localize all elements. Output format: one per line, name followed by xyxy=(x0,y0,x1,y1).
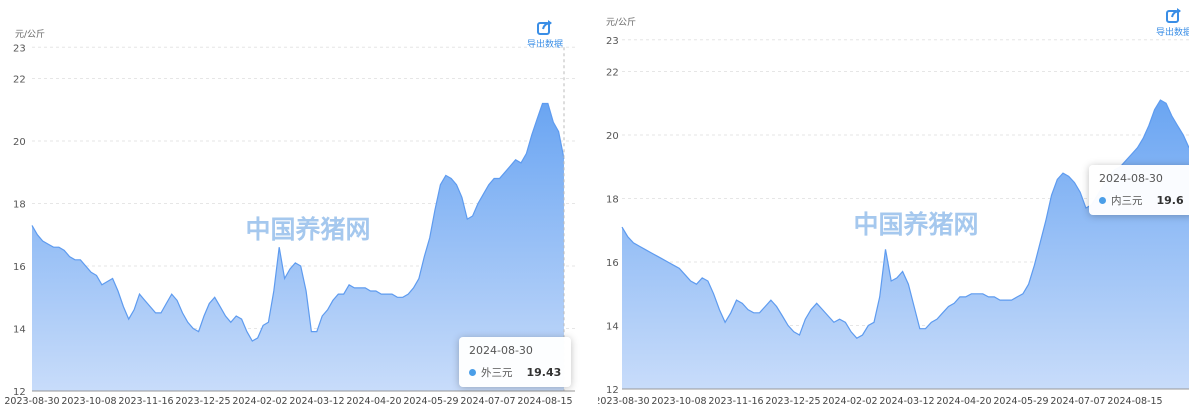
y-tick-label: 18 xyxy=(606,195,619,206)
y-tick-label: 22 xyxy=(606,68,619,79)
y-tick-label: 20 xyxy=(13,137,26,148)
x-tick-label: 2024-02-02 xyxy=(232,396,287,406)
x-tick-label: 2023-10-08 xyxy=(61,396,116,406)
x-tick-label: 2024-03-12 xyxy=(879,396,934,406)
x-tick-label: 2024-03-12 xyxy=(289,396,344,406)
x-tick-label: 2024-04-20 xyxy=(346,396,401,406)
series-marker-dot xyxy=(469,369,476,376)
x-tick-label: 2023-11-16 xyxy=(118,396,173,406)
tooltip-value: 19.43 xyxy=(526,366,562,379)
x-tick-label: 2023-08-30 xyxy=(598,396,650,406)
series-marker-dot xyxy=(1099,197,1106,204)
x-tick-label: 2023-10-08 xyxy=(651,396,706,406)
area-fill xyxy=(622,100,1189,389)
x-tick-label: 2024-04-20 xyxy=(936,396,991,406)
y-tick-label: 12 xyxy=(606,385,619,396)
x-tick-label: 2023-08-30 xyxy=(4,396,59,406)
y-tick-label: 14 xyxy=(13,325,26,336)
x-tick-label: 2024-08-15 xyxy=(517,396,572,406)
x-tick-label: 2023-11-16 xyxy=(708,396,763,406)
x-tick-label: 2024-08-15 xyxy=(1107,396,1162,406)
series-line xyxy=(31,102,565,342)
share-export-icon xyxy=(537,20,552,35)
y-tick-label: 14 xyxy=(606,322,619,333)
y-tick-label: 23 xyxy=(13,43,26,54)
tooltip-series-name: 内三元 xyxy=(1111,195,1143,207)
tooltip: 2024-08-30 内三元 19.6 xyxy=(1089,165,1189,215)
x-tick-label: 2023-12-25 xyxy=(175,396,230,406)
x-tick-label: 2024-05-29 xyxy=(403,396,458,406)
export-data-label: 导出数据 xyxy=(1155,28,1189,38)
y-tick-label: 18 xyxy=(13,200,26,211)
x-tick-label: 2024-02-02 xyxy=(822,396,877,406)
export-data-button[interactable]: 导出数据 xyxy=(1151,6,1189,38)
x-tick-label: 2024-05-29 xyxy=(993,396,1048,406)
tooltip-date: 2024-08-30 xyxy=(469,344,533,357)
export-data-button[interactable]: 导出数据 xyxy=(522,18,568,50)
area-fill xyxy=(32,103,564,391)
y-unit-label: 元/公斤 xyxy=(15,30,46,40)
chart-panel-left: 元/公斤 导出数据 12 14 16 18 20 22 23 2023-08-30 2023-1… xyxy=(0,0,575,406)
chart-panel-right: 元/公斤 导出数据 12 14 16 18 20 22 23 2023-08-30 2023-1… xyxy=(598,0,1189,406)
y-tick-label: 20 xyxy=(606,131,619,142)
tooltip-date: 2024-08-30 xyxy=(1099,172,1163,185)
tooltip-value: 19.6 xyxy=(1156,194,1184,207)
y-tick-label: 12 xyxy=(13,387,26,398)
y-unit-label: 元/公斤 xyxy=(606,18,637,28)
y-tick-label: 23 xyxy=(606,36,619,47)
y-tick-label: 22 xyxy=(13,75,26,86)
y-tick-label: 16 xyxy=(606,258,619,269)
watermark: 中国养猪网 xyxy=(245,215,370,244)
x-tick-label: 2024-07-07 xyxy=(460,396,515,406)
x-tick-label: 2024-07-07 xyxy=(1050,396,1105,406)
tooltip: 2024-08-30 外三元 19.43 xyxy=(459,337,572,387)
export-data-label: 导出数据 xyxy=(526,40,563,50)
tooltip-series-name: 外三元 xyxy=(481,367,513,379)
x-tick-label: 2023-12-25 xyxy=(765,396,820,406)
y-tick-label: 16 xyxy=(13,262,26,273)
share-export-icon xyxy=(1166,8,1181,23)
watermark: 中国养猪网 xyxy=(853,210,978,239)
